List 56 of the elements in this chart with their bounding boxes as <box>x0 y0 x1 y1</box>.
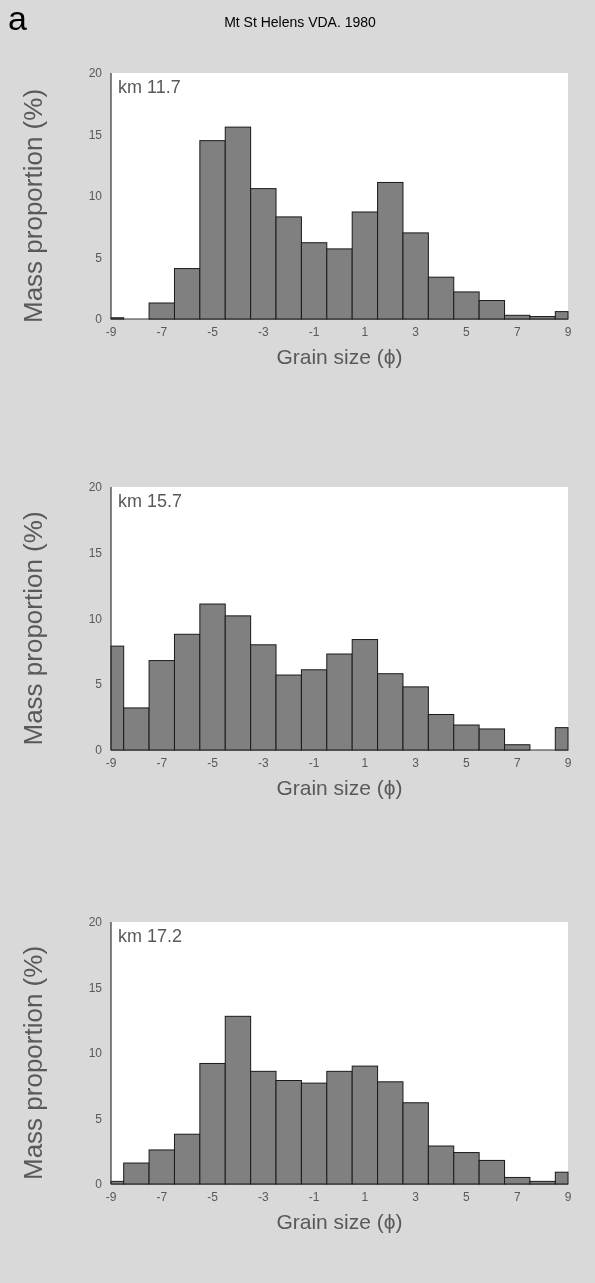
x-tick-label: 3 <box>412 1190 420 1204</box>
x-tick-label: 9 <box>564 1190 572 1204</box>
x-tick-label: -9 <box>105 1190 117 1204</box>
x-tick-label: -3 <box>258 1190 269 1204</box>
x-tick-label: -3 <box>258 325 269 339</box>
x-axis-title: Grain size (ϕ) <box>276 345 403 368</box>
x-tick-label: -1 <box>308 1190 320 1204</box>
x-tick-label: 7 <box>513 756 521 770</box>
y-tick-label: 15 <box>88 980 103 995</box>
annotation: km 15.7 <box>118 491 183 511</box>
y-tick-label: 20 <box>88 66 103 80</box>
annotation: km 17.2 <box>118 926 183 946</box>
x-tick-label: 1 <box>361 756 369 770</box>
x-tick-label: 7 <box>513 1190 521 1204</box>
y-axis-title: Mass proportion (%) <box>18 511 48 746</box>
x-tick-label: -7 <box>156 1190 168 1204</box>
y-tick-label: 20 <box>88 915 103 929</box>
y-tick-label: 15 <box>88 127 103 142</box>
x-tick-label: 3 <box>412 325 420 339</box>
x-tick-label: 5 <box>463 756 471 770</box>
y-tick-label: 10 <box>88 611 103 626</box>
y-tick-label: 0 <box>95 743 103 757</box>
x-tick-label: -5 <box>207 1190 219 1204</box>
y-tick-label: 20 <box>88 480 103 494</box>
y-tick-label: 10 <box>88 189 103 203</box>
x-tick-label: -9 <box>105 756 117 770</box>
y-tick-label: 15 <box>88 545 103 560</box>
x-tick-label: -1 <box>308 756 320 770</box>
x-tick-label: -9 <box>105 325 117 339</box>
x-tick-label: 7 <box>513 325 521 339</box>
x-tick-label: -3 <box>258 756 269 770</box>
x-tick-label: -1 <box>308 325 320 339</box>
x-tick-label: -5 <box>207 756 219 770</box>
chart-title: Mt St Helens VDA. 1980 <box>224 14 377 30</box>
y-tick-label: 5 <box>95 677 103 692</box>
x-tick-label: 9 <box>564 325 572 339</box>
annotation: km 11.7 <box>118 77 181 97</box>
text: a <box>8 0 27 37</box>
y-tick-label: 10 <box>88 1046 103 1060</box>
x-tick-label: -7 <box>156 756 168 770</box>
x-tick-label: -5 <box>207 325 219 339</box>
x-axis-title: Grain size (ϕ) <box>276 776 403 799</box>
y-tick-label: 0 <box>95 312 103 326</box>
y-tick-label: 5 <box>95 1111 103 1126</box>
x-tick-label: 1 <box>361 325 369 339</box>
x-tick-label: -7 <box>156 325 168 339</box>
x-tick-label: 9 <box>564 756 572 770</box>
x-tick-label: 1 <box>361 1190 369 1204</box>
y-axis-title: Mass proportion (%) <box>18 945 48 1181</box>
y-axis-title: Mass proportion (%) <box>18 88 48 324</box>
y-tick-label: 5 <box>95 250 103 265</box>
x-tick-label: 5 <box>463 325 471 339</box>
x-axis-title: Grain size (ϕ) <box>276 1210 403 1233</box>
y-tick-label: 0 <box>95 1177 103 1191</box>
x-tick-label: 5 <box>463 1190 471 1204</box>
x-tick-label: 3 <box>412 756 420 770</box>
